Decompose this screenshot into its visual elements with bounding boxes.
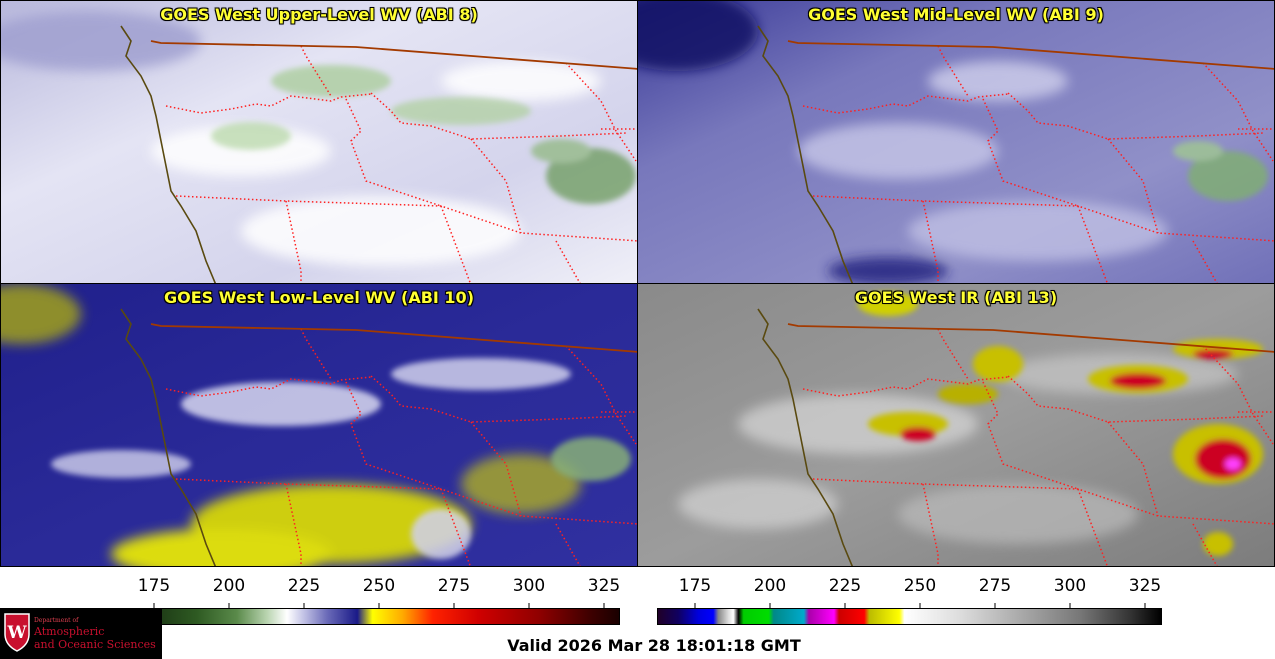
coastline: [120, 308, 217, 566]
logo-text-line2: Atmospheric: [34, 625, 105, 638]
tick-label: 275: [437, 576, 471, 596]
state-border-line: [1202, 345, 1274, 445]
panel-ir: GOES West IR (ABI 13): [637, 283, 1275, 567]
state-border-line: [555, 523, 581, 566]
colorbar-wv: [115, 608, 620, 625]
tick-label: 300: [1053, 576, 1087, 596]
state-border-line: [1192, 523, 1218, 566]
state-border-line: [982, 98, 1079, 207]
tick-mark: [453, 603, 455, 609]
satellite-image-low-wv: [1, 284, 637, 566]
map-overlay: [757, 25, 1274, 283]
tick-label: 300: [512, 576, 546, 596]
state-border-line: [555, 240, 581, 283]
state-border-line: [165, 376, 372, 397]
panel-mid-level-wv: GOES West Mid-Level WV (ABI 9): [637, 0, 1275, 284]
panel-title: GOES West Low-Level WV (ABI 10): [163, 288, 474, 307]
tick-mark: [1144, 603, 1146, 609]
coastline: [757, 25, 854, 283]
country-border-line: [150, 323, 637, 353]
state-border-line: [802, 376, 1009, 397]
aos-logo: W Department of Atmospheric and Oceanic …: [0, 608, 162, 659]
tick-label: 200: [212, 576, 246, 596]
tick-mark: [303, 603, 305, 609]
panel-title: GOES West Mid-Level WV (ABI 9): [808, 5, 1104, 24]
tick-mark: [919, 603, 921, 609]
panel-upper-level-wv: GOES West Upper-Level WV (ABI 8): [0, 0, 638, 284]
coastline: [757, 308, 854, 566]
tick-mark: [694, 603, 696, 609]
colorbar-right-ticks: 175 200 225 250 275 300 325: [0, 576, 1275, 609]
panel-title: GOES West IR (ABI 13): [854, 288, 1058, 307]
state-border-line: [922, 483, 939, 566]
state-border-line: [345, 381, 442, 490]
panel-low-level-wv: GOES West Low-Level WV (ABI 10): [0, 283, 638, 567]
state-border-line: [165, 93, 372, 114]
tick-label: 325: [587, 576, 621, 596]
logo-text-line1: Department of: [34, 617, 79, 624]
tick-label: 175: [678, 576, 712, 596]
state-border-line: [565, 62, 637, 162]
state-border-line: [1007, 375, 1264, 423]
satellite-image-ir: [638, 284, 1274, 566]
tick-label: 275: [978, 576, 1012, 596]
tick-label: 200: [753, 576, 787, 596]
state-border-line: [565, 345, 637, 445]
panel-title: GOES West Upper-Level WV (ABI 8): [160, 5, 478, 24]
state-border-line: [370, 375, 627, 423]
state-border-line: [1007, 92, 1264, 140]
state-border-line: [370, 92, 627, 140]
state-border-line: [285, 483, 302, 566]
crest-letter: W: [6, 623, 27, 643]
tick-mark: [153, 603, 155, 609]
satellite-image-mid-wv: [638, 1, 1274, 283]
state-border-line: [982, 381, 1079, 490]
tick-label: 250: [903, 576, 937, 596]
tick-mark: [1069, 603, 1071, 609]
state-border-line: [1192, 240, 1218, 283]
state-border-line: [1202, 62, 1274, 162]
country-border-line: [787, 323, 1274, 353]
tick-mark: [603, 603, 605, 609]
state-border-line: [802, 93, 1009, 114]
tick-mark: [769, 603, 771, 609]
tick-mark: [228, 603, 230, 609]
tick-label: 225: [287, 576, 321, 596]
colorbar-ir: [657, 608, 1162, 625]
satellite-image-upper-wv: [1, 1, 637, 283]
map-overlay: [120, 25, 637, 283]
tick-label: 225: [828, 576, 862, 596]
tick-mark: [994, 603, 996, 609]
logo-text-line3: and Oceanic Sciences: [34, 638, 156, 651]
state-border-line: [922, 200, 939, 283]
tick-label: 325: [1128, 576, 1162, 596]
tick-mark: [844, 603, 846, 609]
tick-label: 250: [362, 576, 396, 596]
tick-label: 175: [137, 576, 171, 596]
coastline: [120, 25, 217, 283]
state-border-line: [345, 98, 442, 207]
tick-mark: [378, 603, 380, 609]
tick-mark: [528, 603, 530, 609]
uw-crest-icon: W: [4, 613, 30, 652]
map-overlay: [757, 308, 1274, 566]
colorbar-left-ticks: 175 200 225 250 275 300 325: [0, 576, 640, 609]
country-border-line: [150, 40, 637, 70]
valid-time: Valid 2026 Mar 28 18:01:18 GMT: [507, 636, 801, 655]
map-overlay: [120, 308, 637, 566]
country-border-line: [787, 40, 1274, 70]
state-border-line: [285, 200, 302, 283]
